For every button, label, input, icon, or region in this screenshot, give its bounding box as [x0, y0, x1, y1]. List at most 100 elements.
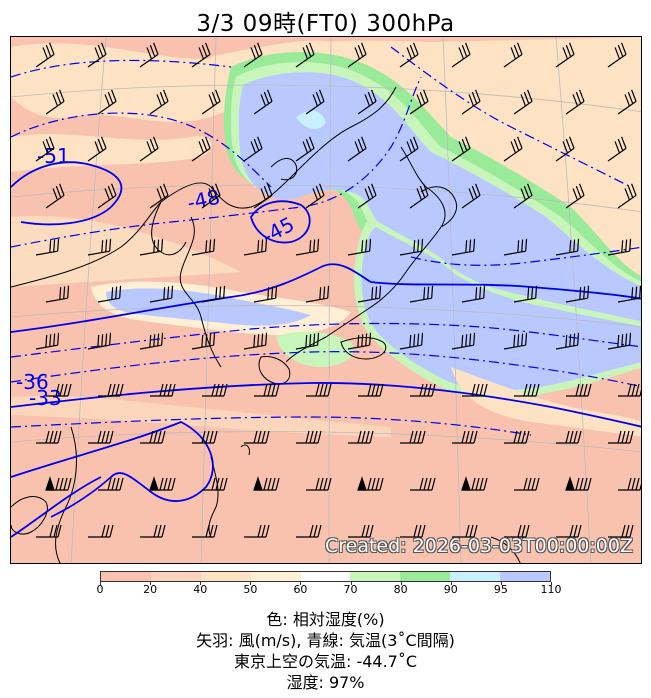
wind-barb [357, 183, 377, 209]
wind-barb [503, 332, 528, 350]
wind-barb [97, 183, 117, 209]
wind-barb [462, 383, 488, 397]
colorbar-swatch [450, 572, 501, 581]
wind-barb [305, 89, 325, 115]
wind-barb [253, 89, 273, 115]
wind-barb [618, 477, 641, 491]
wind-barb [45, 89, 65, 115]
wind-barb [503, 136, 523, 162]
humidity-colorbar [100, 571, 551, 582]
wind-barb [88, 524, 114, 538]
colorbar-tick-label: 20 [143, 583, 158, 596]
wind-barb [306, 383, 332, 397]
colorbar-tickmark [551, 582, 552, 585]
wind-barb [253, 285, 278, 303]
wind-barb [202, 477, 228, 491]
colorbar-tick-label: 40 [193, 583, 208, 596]
wind-barb [357, 476, 384, 491]
wind-barb [45, 476, 72, 491]
wind-barb [555, 42, 575, 68]
wind-barb [607, 332, 632, 350]
legend-humidity: 湿度: 97% [286, 673, 365, 692]
wind-barb [451, 42, 471, 68]
colorbar-swatch [101, 572, 151, 581]
wind-barb [504, 524, 530, 538]
wind-barb [566, 383, 592, 397]
wind-barb [514, 383, 540, 397]
wind-barb [192, 430, 218, 444]
wind-barb [399, 136, 419, 162]
wind-barb [295, 136, 315, 162]
colorbar-tickmark [300, 582, 302, 585]
wind-barb [399, 238, 424, 256]
wind-barb [461, 285, 486, 303]
wind-barb [555, 238, 580, 256]
map-title: 3/3 09時(FT0) 300hPa [196, 11, 455, 37]
wind-barb [513, 285, 538, 303]
wind-barb [202, 383, 228, 397]
colorbar-swatch [500, 572, 551, 581]
wind-barbs [35, 42, 641, 538]
wind-barb [452, 430, 478, 444]
wind-barb [504, 430, 530, 444]
contour-label: -33 [29, 386, 62, 410]
legend-tokyo-temp: 東京上空の気温: -44.7˚C [233, 652, 418, 671]
colorbar-tickmark [100, 582, 101, 585]
wind-barb [399, 332, 424, 350]
wind-barb [348, 430, 374, 444]
temperature-contours [11, 46, 641, 538]
wind-barb [35, 332, 60, 350]
wind-barb [35, 42, 55, 68]
wind-barb [46, 383, 72, 397]
wind-barb [503, 238, 528, 256]
wind-barb [295, 42, 315, 68]
wind-barb [243, 136, 263, 162]
wind-barb [400, 430, 426, 444]
wind-barb [191, 136, 211, 162]
wind-barb [399, 42, 419, 68]
colorbar-tick-label: 95 [493, 583, 508, 596]
wind-barb [149, 89, 169, 115]
wind-barb [98, 383, 124, 397]
wind-barb [244, 524, 270, 538]
wind-barb [451, 238, 476, 256]
map-canvas: -51 -48 -45 -36 -33 [11, 37, 641, 563]
wind-barb [513, 89, 533, 115]
colorbar-tickmark [200, 582, 202, 585]
wind-barb [410, 477, 436, 491]
colorbar-tickmark [500, 582, 502, 585]
colorbar-tick-label: 110 [540, 583, 562, 596]
wind-barb [618, 383, 641, 397]
wind-barb [409, 285, 434, 303]
wind-barb [608, 430, 634, 444]
wind-barb [296, 524, 322, 538]
colorbar-tickmark [450, 582, 452, 585]
wind-barb [305, 285, 330, 303]
wind-barb [565, 476, 592, 491]
wind-barb [556, 430, 582, 444]
wind-barb [556, 524, 582, 538]
wind-barb [35, 136, 55, 162]
colorbar-swatch [350, 572, 401, 581]
wind-barb [149, 285, 174, 303]
wind-barb [35, 238, 60, 256]
wind-barb [503, 42, 523, 68]
wind-barb [254, 383, 280, 397]
wind-barb [347, 136, 367, 162]
legend-barbs: 矢羽: 風(m/s), 青線: 気温(3˚C間隔) [196, 631, 455, 650]
wind-barb [253, 183, 273, 209]
colorbar-swatch [400, 572, 451, 581]
wind-barb [565, 285, 590, 303]
colorbar-tickmark [250, 582, 252, 585]
wind-barb [97, 285, 122, 303]
colorbar-tick-label: 0 [96, 583, 104, 596]
wind-barb [87, 332, 112, 350]
wind-barb [513, 183, 533, 209]
wind-barb [243, 238, 268, 256]
colorbar-tick-label: 60 [293, 583, 308, 596]
weather-map: -51 -48 -45 -36 -33 Created: 2026-03-03T… [10, 36, 642, 564]
wind-barb [201, 285, 226, 303]
wind-barb [409, 183, 429, 209]
wind-barb [45, 285, 70, 303]
colorbar-swatch [200, 572, 251, 581]
